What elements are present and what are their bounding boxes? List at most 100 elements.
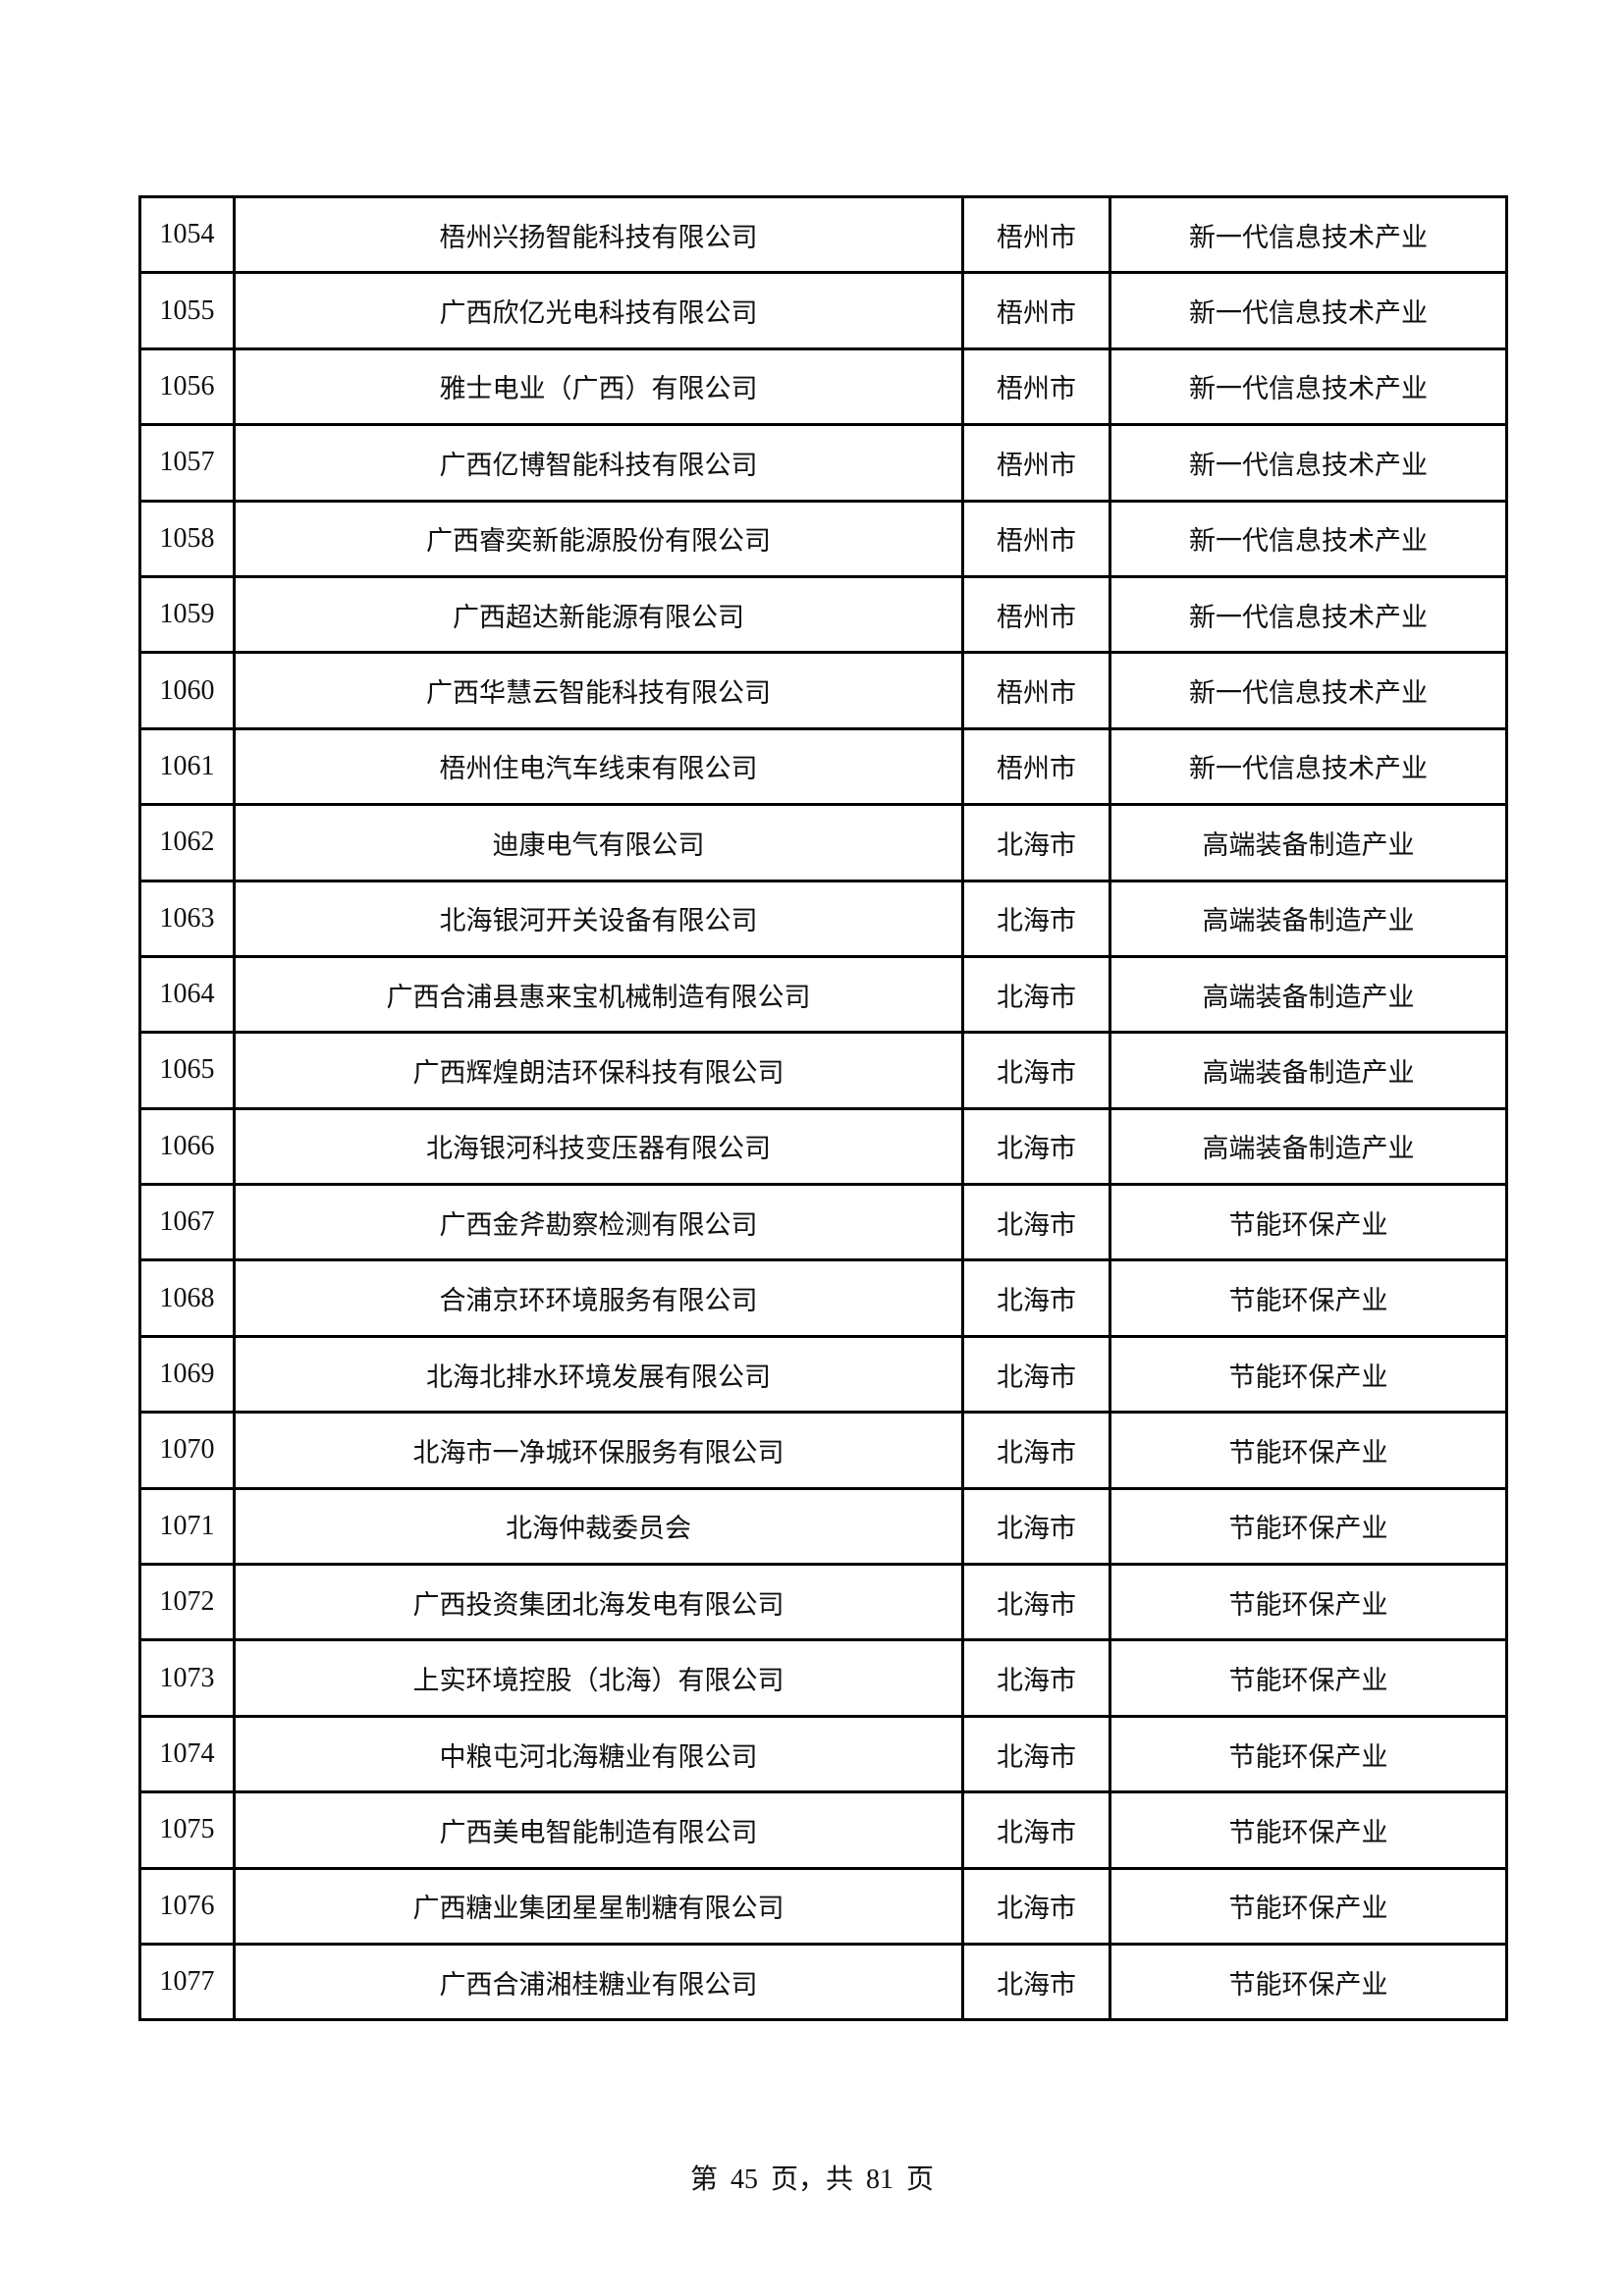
table-row: 1061 梧州住电汽车线束有限公司 梧州市 新一代信息技术产业 [138,726,1508,807]
table-row: 1072 广西投资集团北海发电有限公司 北海市 节能环保产业 [138,1563,1508,1642]
table-row: 1056 雅士电业（广西）有限公司 梧州市 新一代信息技术产业 [138,347,1508,427]
company-name-cell: 广西欣亿光电科技有限公司 [233,271,964,350]
row-number-cell: 1067 [138,1183,236,1262]
company-name-cell: 雅士电业（广西）有限公司 [233,347,964,427]
company-name-cell: 广西糖业集团星星制糖有限公司 [233,1866,964,1946]
city-cell: 北海市 [961,1942,1111,2022]
company-name-cell: 北海银河科技变压器有限公司 [233,1106,964,1187]
company-name-cell: 中粮屯河北海糖业有限公司 [233,1714,964,1794]
table-row: 1059 广西超达新能源有限公司 梧州市 新一代信息技术产业 [138,574,1508,655]
industry-cell: 节能环保产业 [1109,1334,1508,1415]
city-cell: 梧州市 [961,651,1111,730]
table-row: 1063 北海银河开关设备有限公司 北海市 高端装备制造产业 [138,879,1508,958]
table-row: 1076 广西糖业集团星星制糖有限公司 北海市 节能环保产业 [138,1866,1508,1946]
row-number-cell: 1069 [138,1334,236,1415]
row-number-cell: 1068 [138,1258,236,1338]
city-cell: 梧州市 [961,194,1111,275]
city-cell: 北海市 [961,1411,1111,1490]
city-cell: 北海市 [961,1258,1111,1338]
table-row: 1062 迪康电气有限公司 北海市 高端装备制造产业 [138,803,1508,882]
industry-cell: 新一代信息技术产业 [1109,726,1508,807]
company-name-cell: 广西辉煌朗洁环保科技有限公司 [233,1031,964,1110]
company-name-cell: 北海市一净城环保服务有限公司 [233,1411,964,1490]
row-number-cell: 1073 [138,1638,236,1718]
city-cell: 北海市 [961,803,1111,882]
industry-cell: 高端装备制造产业 [1109,1031,1508,1110]
industry-cell: 节能环保产业 [1109,1638,1508,1718]
city-cell: 北海市 [961,1031,1111,1110]
industry-cell: 新一代信息技术产业 [1109,347,1508,427]
city-cell: 北海市 [961,1790,1111,1870]
city-cell: 北海市 [961,1638,1111,1718]
table-row: 1058 广西睿奕新能源股份有限公司 梧州市 新一代信息技术产业 [138,499,1508,578]
industry-cell: 高端装备制造产业 [1109,1106,1508,1187]
row-number-cell: 1072 [138,1563,236,1642]
table-row: 1054 梧州兴扬智能科技有限公司 梧州市 新一代信息技术产业 [138,194,1508,275]
row-number-cell: 1058 [138,499,236,578]
company-name-cell: 广西合浦县惠来宝机械制造有限公司 [233,954,964,1035]
city-cell: 梧州市 [961,347,1111,427]
industry-cell: 新一代信息技术产业 [1109,574,1508,655]
city-cell: 梧州市 [961,271,1111,350]
company-name-cell: 合浦京环环境服务有限公司 [233,1258,964,1338]
industry-cell: 新一代信息技术产业 [1109,271,1508,350]
row-number-cell: 1074 [138,1714,236,1794]
table-row: 1064 广西合浦县惠来宝机械制造有限公司 北海市 高端装备制造产业 [138,954,1508,1035]
company-name-cell: 广西超达新能源有限公司 [233,574,964,655]
row-number-cell: 1075 [138,1790,236,1870]
table-row: 1077 广西合浦湘桂糖业有限公司 北海市 节能环保产业 [138,1942,1508,2022]
table-row: 1073 上实环境控股（北海）有限公司 北海市 节能环保产业 [138,1638,1508,1718]
industry-cell: 节能环保产业 [1109,1790,1508,1870]
industry-cell: 节能环保产业 [1109,1486,1508,1567]
company-name-cell: 上实环境控股（北海）有限公司 [233,1638,964,1718]
table-row: 1068 合浦京环环境服务有限公司 北海市 节能环保产业 [138,1258,1508,1338]
city-cell: 北海市 [961,1486,1111,1567]
table-row: 1070 北海市一净城环保服务有限公司 北海市 节能环保产业 [138,1411,1508,1490]
city-cell: 梧州市 [961,423,1111,503]
company-name-cell: 梧州住电汽车线束有限公司 [233,726,964,807]
industry-cell: 新一代信息技术产业 [1109,194,1508,275]
city-cell: 北海市 [961,1563,1111,1642]
company-name-cell: 迪康电气有限公司 [233,803,964,882]
table-row: 1071 北海仲裁委员会 北海市 节能环保产业 [138,1486,1508,1567]
row-number-cell: 1077 [138,1942,236,2022]
industry-cell: 新一代信息技术产业 [1109,499,1508,578]
row-number-cell: 1070 [138,1411,236,1490]
city-cell: 北海市 [961,954,1111,1035]
company-name-cell: 广西睿奕新能源股份有限公司 [233,499,964,578]
industry-cell: 节能环保产业 [1109,1942,1508,2022]
city-cell: 梧州市 [961,726,1111,807]
industry-cell: 节能环保产业 [1109,1411,1508,1490]
table-row: 1075 广西美电智能制造有限公司 北海市 节能环保产业 [138,1790,1508,1870]
page-footer: 第 45 页，共 81 页 [689,2164,934,2195]
industry-cell: 节能环保产业 [1109,1866,1508,1946]
table-row: 1074 中粮屯河北海糖业有限公司 北海市 节能环保产业 [138,1714,1508,1794]
row-number-cell: 1063 [138,879,236,958]
company-name-cell: 广西金斧勘察检测有限公司 [233,1183,964,1262]
industry-cell: 高端装备制造产业 [1109,879,1508,958]
industry-cell: 新一代信息技术产业 [1109,423,1508,503]
row-number-cell: 1064 [138,954,236,1035]
row-number-cell: 1055 [138,271,236,350]
city-cell: 梧州市 [961,574,1111,655]
city-cell: 北海市 [961,1334,1111,1415]
industry-cell: 节能环保产业 [1109,1714,1508,1794]
industry-cell: 高端装备制造产业 [1109,954,1508,1035]
table-row: 1066 北海银河科技变压器有限公司 北海市 高端装备制造产业 [138,1106,1508,1187]
row-number-cell: 1060 [138,651,236,730]
company-name-cell: 广西华慧云智能科技有限公司 [233,651,964,730]
table-row: 1065 广西辉煌朗洁环保科技有限公司 北海市 高端装备制造产业 [138,1031,1508,1110]
company-name-cell: 广西亿博智能科技有限公司 [233,423,964,503]
table-row: 1055 广西欣亿光电科技有限公司 梧州市 新一代信息技术产业 [138,271,1508,350]
row-number-cell: 1059 [138,574,236,655]
company-name-cell: 北海北排水环境发展有限公司 [233,1334,964,1415]
row-number-cell: 1057 [138,423,236,503]
company-table: 1054 梧州兴扬智能科技有限公司 梧州市 新一代信息技术产业 1055 广西欣亿光电科技… [138,194,1508,2022]
industry-cell: 高端装备制造产业 [1109,803,1508,882]
city-cell: 北海市 [961,1714,1111,1794]
company-name-cell: 北海银河开关设备有限公司 [233,879,964,958]
city-cell: 北海市 [961,1183,1111,1262]
row-number-cell: 1066 [138,1106,236,1187]
company-name-cell: 广西美电智能制造有限公司 [233,1790,964,1870]
table-row: 1069 北海北排水环境发展有限公司 北海市 节能环保产业 [138,1334,1508,1415]
